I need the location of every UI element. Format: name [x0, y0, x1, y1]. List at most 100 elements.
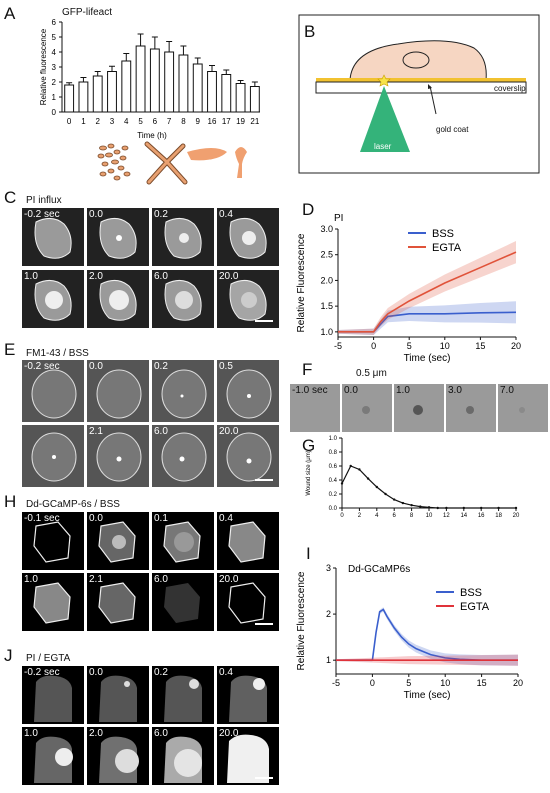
image-tile: 1.0	[22, 727, 84, 785]
y-axis-label: Relative Fluorescence	[296, 233, 307, 332]
y-tick-label: 3	[326, 563, 331, 573]
y-tick-label: 3	[52, 63, 57, 72]
time-label: 0.4	[219, 513, 233, 524]
chart-title: Dd-GCaMP6s	[348, 564, 410, 575]
x-tick-label: 2	[358, 513, 362, 519]
image-tile: 20.0	[217, 270, 279, 328]
x-tick-label: 3	[110, 117, 115, 126]
time-label: 0.2	[154, 667, 168, 678]
x-tick-label: 4	[375, 513, 379, 519]
time-label: 0.4	[219, 209, 233, 220]
image-tile: 2.0	[87, 270, 149, 328]
y-tick-label: 0	[52, 108, 57, 117]
x-tick-label: 7	[167, 117, 172, 126]
panel-j-title: PI / EGTA	[26, 653, 71, 664]
panel-label-c: C	[4, 188, 17, 207]
x-tick-label: 0	[371, 341, 376, 351]
image-tile	[22, 425, 84, 487]
bar	[78, 81, 89, 113]
x-tick-label: 1	[81, 117, 86, 126]
x-tick-label: 16	[208, 117, 217, 126]
panel-label-g: G	[302, 436, 316, 455]
panel-h-row-1: -0.1 sec 0.0 0.1 0.4	[22, 512, 279, 570]
panel-f-row: -1.0 sec 0.0 1.0 3.0 7.0	[290, 384, 548, 432]
bar	[135, 45, 146, 113]
image-tile: -1.0 sec	[290, 384, 340, 432]
y-tick-label: 2.0	[320, 275, 333, 285]
wound-spot-icon	[377, 74, 391, 87]
y-tick-label: 1	[52, 93, 57, 102]
x-tick-label: 18	[495, 513, 502, 519]
time-label: 0.1	[154, 513, 168, 524]
bar	[207, 71, 217, 113]
bar	[107, 71, 117, 113]
x-tick-label: 5	[138, 117, 143, 126]
image-tile: 2.0	[87, 727, 149, 785]
image-tile: 0.0	[87, 208, 149, 266]
bar	[192, 63, 203, 113]
time-label: 1.0	[24, 728, 38, 739]
scale-bar	[255, 320, 273, 322]
time-label: 0.4	[219, 667, 233, 678]
time-label: 20.0	[219, 271, 239, 282]
y-tick-label: 2	[52, 78, 57, 87]
y-tick-label: 0.8	[329, 450, 338, 456]
image-tile: 1.0	[22, 573, 84, 631]
time-label: 2.1	[89, 574, 103, 585]
panel-h-title: Dd-GCaMP-6s / BSS	[26, 499, 120, 510]
series-line	[336, 608, 518, 661]
x-tick-label: 15	[477, 678, 487, 688]
scale-bar	[255, 623, 273, 625]
time-label: 2.1	[89, 426, 103, 437]
bar	[178, 54, 189, 113]
image-tile: 0.5	[217, 360, 279, 422]
data-point	[436, 506, 439, 510]
panel-label-b: B	[304, 22, 316, 41]
bar	[64, 84, 75, 113]
chart-i: -5 0 5 10 15 20 1 2 3 Time (sec) Relative Fluoresc…	[296, 563, 523, 701]
image-tile: 6.0	[152, 727, 214, 785]
x-tick-label: -5	[332, 678, 340, 688]
legend-label: BSS	[460, 587, 482, 599]
y-tick-label: 6	[52, 18, 57, 27]
time-label: 0.0	[89, 361, 103, 372]
coverslip-label: coverslip	[494, 84, 526, 93]
image-tile: 0.0	[87, 666, 149, 724]
panel-label-f: F	[302, 360, 313, 379]
time-label: 0.0	[89, 513, 103, 524]
data-point	[514, 506, 518, 510]
time-label: 7.0	[500, 385, 514, 396]
x-tick-label: 12	[443, 513, 450, 519]
image-tile: 20.0	[217, 425, 279, 487]
data-point	[497, 506, 500, 510]
panel-label-i: I	[306, 544, 311, 563]
x-tick-label: 5	[406, 678, 411, 688]
panel-label-d: D	[302, 200, 315, 219]
image-tile: 0.4	[217, 512, 279, 570]
time-label: 0.0	[89, 209, 103, 220]
image-tile: 0.1	[152, 512, 214, 570]
data-point	[349, 464, 352, 468]
y-tick-label: 4	[52, 48, 57, 57]
time-label: 2.0	[89, 728, 103, 739]
x-tick-label: 16	[478, 513, 485, 519]
laser-beam-icon	[360, 86, 410, 152]
time-label: 0.2	[154, 209, 168, 220]
error-band	[338, 241, 516, 336]
data-point	[393, 498, 396, 501]
x-tick-label: -5	[334, 341, 342, 351]
x-tick-label: 14	[460, 513, 467, 519]
data-point	[445, 506, 448, 510]
time-label: 6.0	[154, 426, 168, 437]
panel-e-title: FM1-43 / BSS	[26, 348, 89, 359]
time-label: 0.2	[154, 361, 168, 372]
gold-coat-label: gold coat	[436, 125, 469, 134]
chart-g: 024681012141618200.00.20.40.60.81.0Time(…	[306, 436, 520, 519]
laser-label: laser	[374, 142, 392, 151]
x-tick-label: 15	[475, 341, 485, 351]
bar	[221, 74, 232, 113]
y-tick-label: 0.2	[329, 492, 338, 498]
data-point	[480, 506, 483, 510]
panel-e-row-1: -0.2 sec 0.0 0.2 0.5	[22, 360, 279, 422]
